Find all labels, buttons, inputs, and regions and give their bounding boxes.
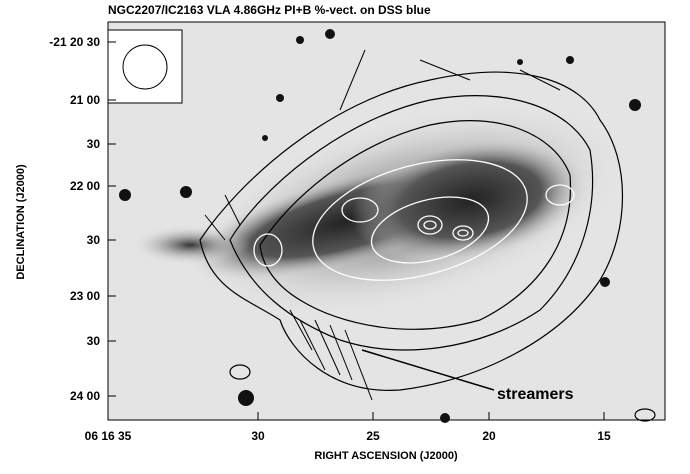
annotation: streamers [497,386,574,403]
y-tick-label: 21 00 [70,93,100,107]
y-tick-label: 23 00 [70,289,100,303]
x-tick-label: 15 [597,429,611,443]
title: NGC2207/IC2163 VLA 4.86GHz PI+B %-vect. … [108,3,431,17]
y-tick-label: 24 00 [70,389,100,403]
y-tick-label: 22 00 [70,179,100,193]
x-axis-label: RIGHT ASCENSION (J2000) [314,450,458,462]
x-tick-label: 25 [366,429,380,443]
x-tick-label: 20 [482,429,496,443]
y-tick-label: 30 [87,334,101,348]
x-tick-label: 06 16 35 [85,429,132,443]
y-axis-label: DECLINATION (J2000) [15,164,27,280]
y-tick-label: 30 [87,233,101,247]
y-tick-label: -21 20 30 [49,35,100,49]
x-tick-label: 30 [251,429,265,443]
y-tick-label: 30 [87,137,101,151]
image [107,21,666,423]
